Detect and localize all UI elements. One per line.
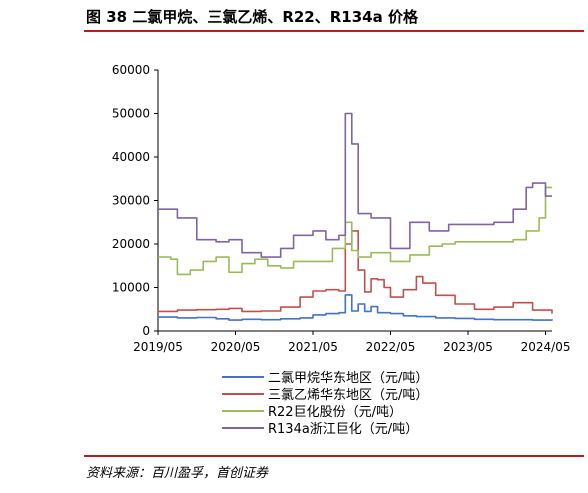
- y-tick-label: 60000: [112, 63, 150, 77]
- chart-legend: 二氯甲烷华东地区（元/吨） 三氯乙烯华东地区（元/吨） R22巨化股份（元/吨） R1…: [222, 371, 428, 437]
- chart-series: [158, 112, 553, 321]
- series-line-0: [158, 294, 553, 321]
- x-tick-label: 2020/05: [211, 340, 261, 354]
- series-line-1: [158, 230, 553, 314]
- y-tick-label: 20000: [112, 237, 150, 251]
- y-tick-label: 10000: [112, 281, 150, 295]
- source-note: 资料来源：百川盈孚，首创证券: [86, 466, 269, 481]
- legend-label-2: R22巨化股份（元/吨）: [268, 405, 402, 420]
- y-tick-label: 0: [142, 324, 150, 338]
- y-tick-label: 30000: [112, 194, 150, 208]
- y-tick-label: 40000: [112, 150, 150, 164]
- legend-label-1: 三氯乙烯华东地区（元/吨）: [268, 388, 428, 403]
- series-line-3: [158, 112, 552, 258]
- x-tick-label: 2023/05: [443, 340, 493, 354]
- y-tick-label: 50000: [112, 107, 150, 121]
- legend-label-3: R134a浙江巨化（元/吨）: [268, 422, 418, 437]
- x-tick-label: 2019/05: [133, 340, 183, 354]
- top-divider: [84, 30, 584, 32]
- bottom-divider: [84, 455, 584, 457]
- x-tick-label: 2021/05: [288, 340, 338, 354]
- legend-label-0: 二氯甲烷华东地区（元/吨）: [268, 371, 428, 386]
- figure-title: 图 38 二氯甲烷、三氯乙烯、R22、R134a 价格: [86, 8, 418, 26]
- x-tick-label: 2024/05: [521, 340, 571, 354]
- chart-axes: 0 10000 20000 30000 40000 50000 60000 2019/05 20…: [112, 63, 571, 354]
- x-tick-label: 2022/05: [366, 340, 416, 354]
